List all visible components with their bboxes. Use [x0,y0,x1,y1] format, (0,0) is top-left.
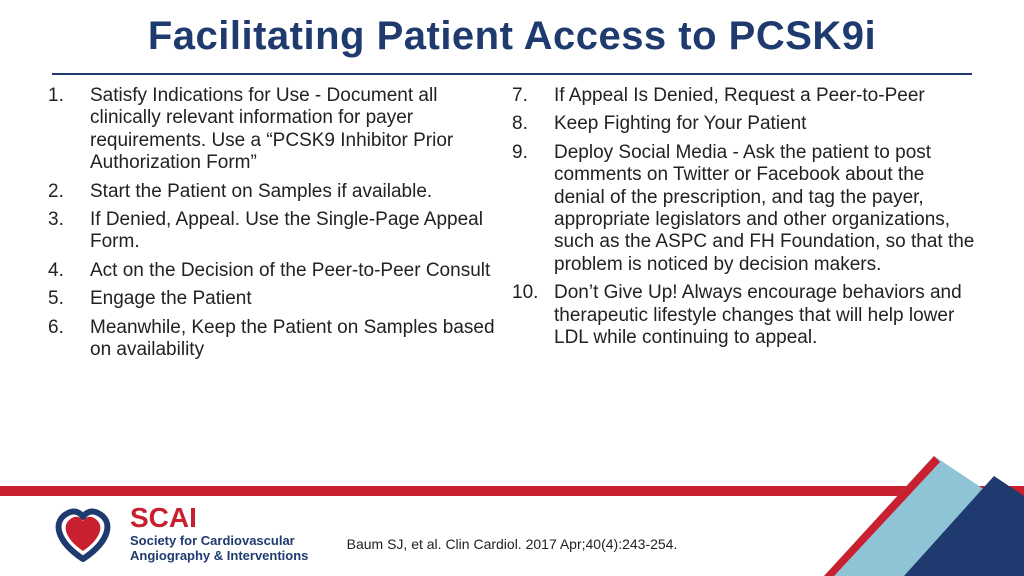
logo: SCAI Society for Cardiovascular Angiogra… [48,504,308,564]
list-item: Meanwhile, Keep the Patient on Samples b… [48,317,512,362]
corner-decoration [764,456,1024,576]
list-item: Start the Patient on Samples if availabl… [48,181,512,203]
list-item: If Denied, Appeal. Use the Single-Page A… [48,209,512,254]
logo-acronym: SCAI [130,504,308,532]
footer-band [0,486,1024,496]
list-item: Engage the Patient [48,288,512,310]
title-rule [52,73,972,75]
logo-text: SCAI Society for Cardiovascular Angiogra… [130,504,308,564]
list-item: Satisfy Indications for Use - Document a… [48,85,512,175]
list-right: If Appeal Is Denied, Request a Peer-to-P… [512,85,976,349]
list-left: Satisfy Indications for Use - Document a… [48,85,512,361]
page-title: Facilitating Patient Access to PCSK9i [0,0,1024,59]
content-area: Satisfy Indications for Use - Document a… [0,85,1024,367]
scai-heart-icon [48,505,118,563]
list-item: Act on the Decision of the Peer-to-Peer … [48,260,512,282]
column-left: Satisfy Indications for Use - Document a… [48,85,512,367]
citation: Baum SJ, et al. Clin Cardiol. 2017 Apr;4… [0,536,1024,552]
list-item: Deploy Social Media - Ask the patient to… [512,142,976,276]
list-item: If Appeal Is Denied, Request a Peer-to-P… [512,85,976,107]
list-item: Don’t Give Up! Always encourage behavior… [512,282,976,349]
footer: SCAI Society for Cardiovascular Angiogra… [0,496,1024,576]
slide: Facilitating Patient Access to PCSK9i Sa… [0,0,1024,576]
list-item: Keep Fighting for Your Patient [512,113,976,135]
column-right: If Appeal Is Denied, Request a Peer-to-P… [512,85,976,367]
